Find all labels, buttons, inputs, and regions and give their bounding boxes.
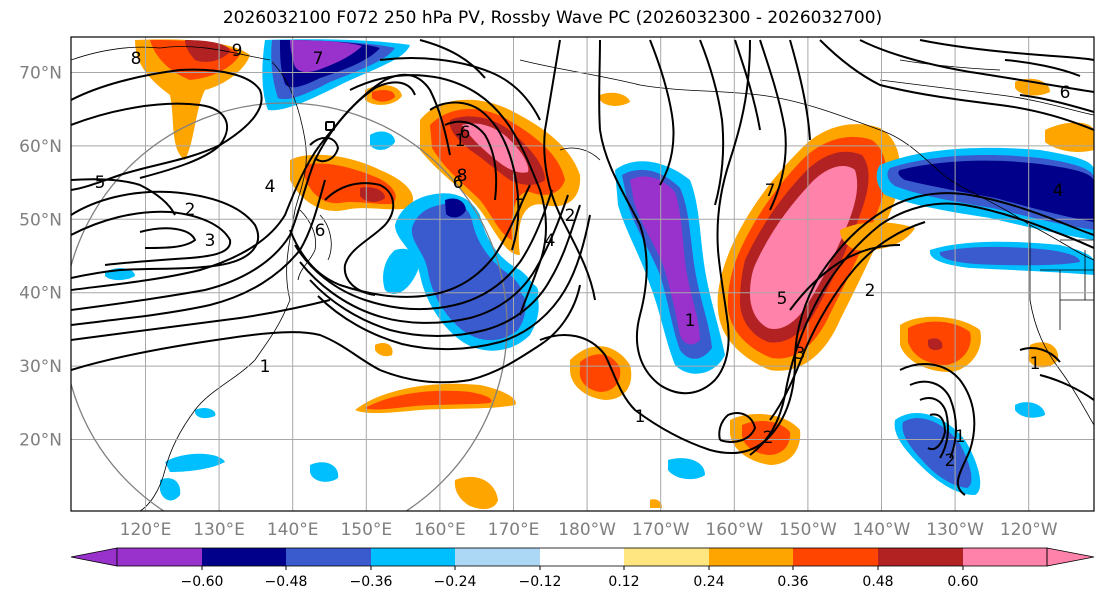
lon-tick-label: 160°E (414, 520, 466, 540)
contour-label: 2 (185, 200, 196, 220)
contour-label: 6 (1060, 83, 1071, 103)
lon-tick-label: 170°W (632, 520, 690, 540)
contour-label: 3 (205, 231, 216, 251)
contour-label: 4 (265, 177, 276, 197)
contour-label: 5 (777, 289, 788, 309)
colorbar-segment (963, 548, 1047, 566)
colorbar-segment (624, 548, 710, 566)
colorbar-segment (878, 548, 964, 566)
contour-label: 1 (1030, 354, 1041, 374)
contour-label: 6 (315, 221, 326, 241)
lon-tick-label: 140°E (267, 520, 319, 540)
colorbar-frame (116, 547, 1048, 567)
colorbar-extend-high (1046, 547, 1095, 567)
colorbar-extend-low (70, 547, 118, 567)
colorbar-tick-label: 0.36 (777, 574, 808, 590)
colorbar-segment (202, 548, 287, 566)
contour-label: 4 (1053, 181, 1064, 201)
lon-tick-label: 130°W (926, 520, 984, 540)
lon-tick-label: 130°E (193, 520, 245, 540)
colorbar-tick-label: 0.12 (608, 574, 639, 590)
lat-tick-label: 40°N (19, 284, 62, 304)
contour-label: 1 (455, 131, 466, 151)
colorbar-segment (286, 548, 372, 566)
lat-tick-label: 70°N (19, 64, 62, 84)
colorbar-tick-label: −0.36 (350, 574, 393, 590)
lon-tick-label: 120°W (1000, 520, 1058, 540)
contour-label: 2 (945, 451, 956, 471)
colorbar-segment (117, 548, 203, 566)
contour-label: 2 (763, 428, 774, 448)
contour-label: 9 (232, 41, 243, 61)
rossby-circle (71, 102, 508, 511)
pv-anomaly-shading (105, 39, 1094, 510)
contour-label: 1 (260, 357, 271, 377)
colorbar-segment (709, 548, 794, 566)
contour-label: 8 (131, 49, 142, 69)
colorbar-segment (540, 548, 625, 566)
lon-tick-label: 150°W (779, 520, 837, 540)
colorbar-segment (371, 548, 456, 566)
lon-tick-label: 120°E (120, 520, 172, 540)
contour-label: 6 (460, 123, 471, 143)
graticule (71, 37, 1094, 511)
contour-label: 1 (635, 407, 646, 427)
contour-label: 8 (457, 166, 468, 186)
contour-label: 7 (313, 49, 324, 69)
contour-label: 5 (95, 173, 106, 193)
colorbar-tick-label: 0.60 (947, 574, 978, 590)
coastlines (71, 46, 1094, 511)
contour-label: 3 (795, 344, 806, 364)
map-frame (70, 36, 1095, 512)
contour-label: 2 (865, 281, 876, 301)
lat-tick-label: 30°N (19, 357, 62, 377)
colorbar-tick-label: 0.24 (693, 574, 724, 590)
lat-tick-label: 20°N (19, 431, 62, 451)
colorbar-segment (455, 548, 541, 566)
plot-title: 2026032100 F072 250 hPa PV, Rossby Wave … (222, 8, 883, 28)
pv-contours (71, 39, 1094, 496)
lon-tick-label: 140°W (853, 520, 911, 540)
contour-label: 1 (685, 311, 696, 331)
lon-tick-label: 170°E (488, 520, 540, 540)
lat-tick-label: 50°N (19, 210, 62, 230)
colorbar-tick-label: −0.12 (519, 574, 562, 590)
contour-label: 7 (765, 181, 776, 201)
contour-label: 6 (453, 173, 464, 193)
lon-tick-label: 180°W (558, 520, 616, 540)
contour-label: 2 (565, 206, 576, 226)
lon-tick-label: 150°E (340, 520, 392, 540)
colorbar-tick-label: −0.48 (265, 574, 308, 590)
lon-tick-label: 160°W (705, 520, 763, 540)
contour-label: 4 (545, 231, 556, 251)
colorbar: −0.60 −0.48 −0.36 −0.24 −0.12 0.12 0.24 0.36 0.4… (70, 547, 1095, 590)
colorbar-segment (793, 548, 879, 566)
contour-label: 7 (515, 196, 526, 216)
lat-tick-label: 60°N (19, 137, 62, 157)
longitude-ticks: 120°E 130°E 140°E 150°E 160°E 170°E 180°W 170°W… (120, 520, 1058, 540)
contour-label: 1 (955, 427, 966, 447)
colorbar-tick-label: 0.48 (862, 574, 893, 590)
colorbar-tick-label: −0.60 (181, 574, 224, 590)
latitude-ticks: 70°N 60°N 50°N 40°N 30°N 20°N (19, 64, 62, 451)
colorbar-tick-label: −0.24 (434, 574, 477, 590)
